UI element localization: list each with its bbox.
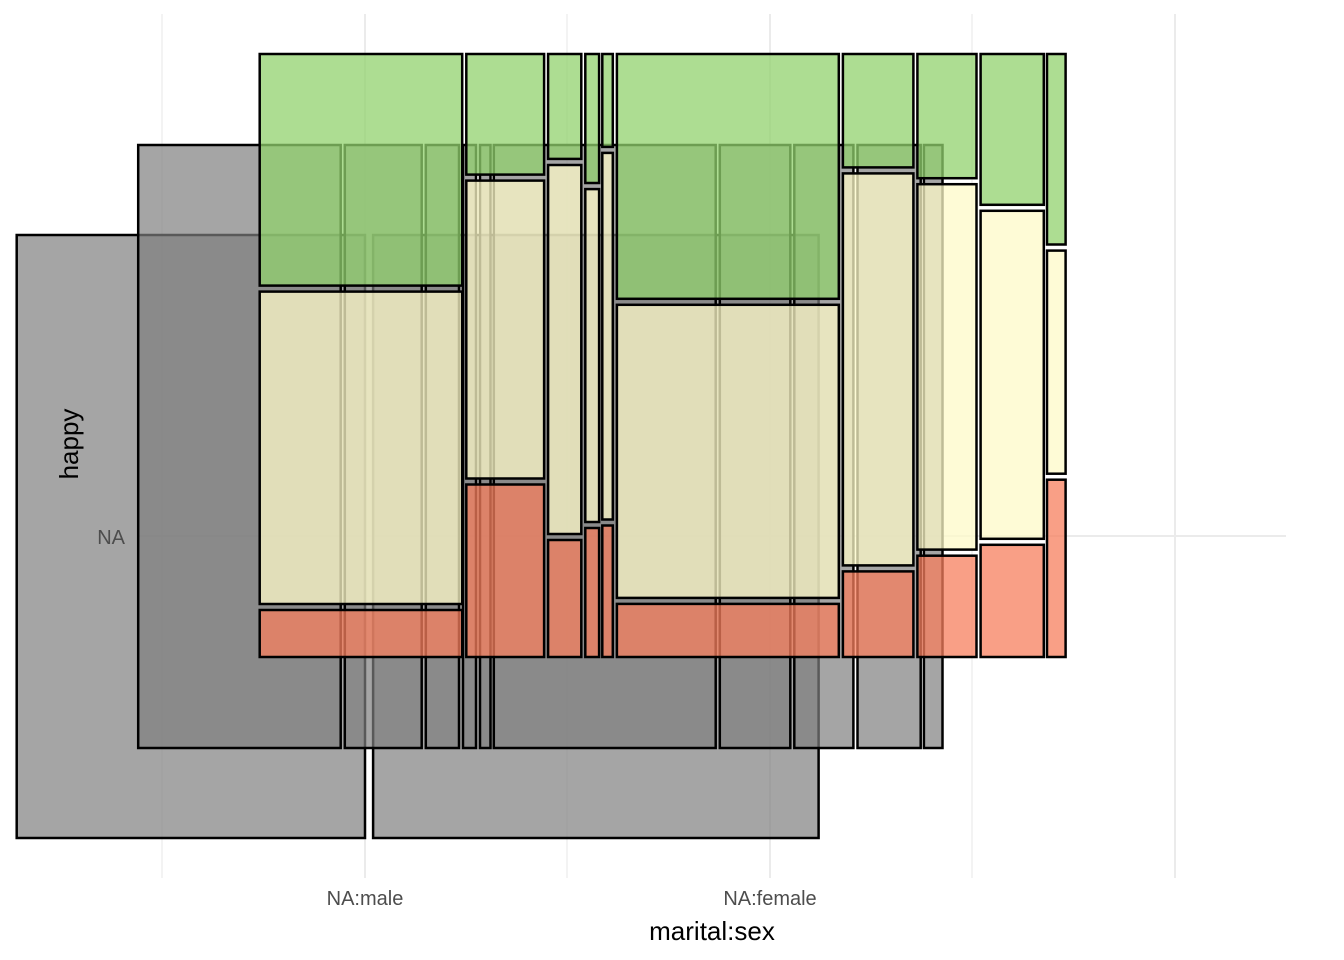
mosaic-tile-happy-front-27 (1045, 52, 1067, 246)
y-tick-label: NA (97, 527, 125, 549)
mosaic-tile-happy-front-29 (1045, 478, 1067, 659)
mosaic-tile-happy-front-24 (979, 52, 1046, 207)
mosaic-tile-happy-front-5 (465, 483, 546, 659)
mosaic-tile-happy-front-21 (916, 52, 978, 180)
mosaic-tile-happy-front-6 (546, 52, 583, 161)
mosaic-tile-happy-front-17 (615, 602, 841, 659)
mosaic-tile-happy-front-7 (546, 163, 583, 536)
mosaic-tile-happy-front-20 (841, 570, 915, 659)
mosaic-tile-happy-front-3 (465, 52, 546, 176)
mosaic-tile-happy-front-28 (1045, 249, 1067, 475)
mosaic-tile-happy-front-9 (584, 52, 601, 185)
mosaic-tile-happy-front-22 (916, 182, 978, 551)
tiles (15, 52, 1067, 840)
mosaic-tile-happy-front-0 (258, 52, 464, 287)
layer-happy-front (258, 52, 1067, 659)
mosaic-tile-happy-front-26 (979, 543, 1046, 659)
mosaic-tile-happy-front-16 (615, 303, 841, 600)
mosaic-tile-happy-front-11 (584, 526, 601, 659)
x-tick-label-na-male: NA:male (327, 888, 404, 910)
mosaic-tile-happy-front-13 (601, 151, 615, 521)
mosaic-tile-happy-front-4 (465, 179, 546, 480)
mosaic-tile-happy-front-2 (258, 608, 464, 659)
mosaic-tile-happy-front-23 (916, 554, 978, 659)
y-axis-title: happy (54, 409, 84, 480)
mosaic-tile-happy-front-14 (601, 524, 615, 659)
x-tick-label-na-female: NA:female (723, 888, 816, 910)
mosaic-tile-happy-front-15 (615, 52, 841, 301)
axis-labels: NA NA:male NA:female marital:sex happy (54, 409, 817, 946)
mosaic-tile-happy-front-1 (258, 290, 464, 606)
mosaic-tile-happy-front-25 (979, 209, 1046, 541)
x-axis-title: marital:sex (649, 916, 775, 946)
mosaic-tile-happy-front-19 (841, 172, 915, 567)
mosaic-tile-happy-front-10 (584, 187, 601, 524)
mosaic-tile-happy-front-18 (841, 52, 915, 169)
mosaic-tile-happy-front-12 (601, 52, 615, 149)
mosaic-tile-happy-front-8 (546, 538, 583, 659)
